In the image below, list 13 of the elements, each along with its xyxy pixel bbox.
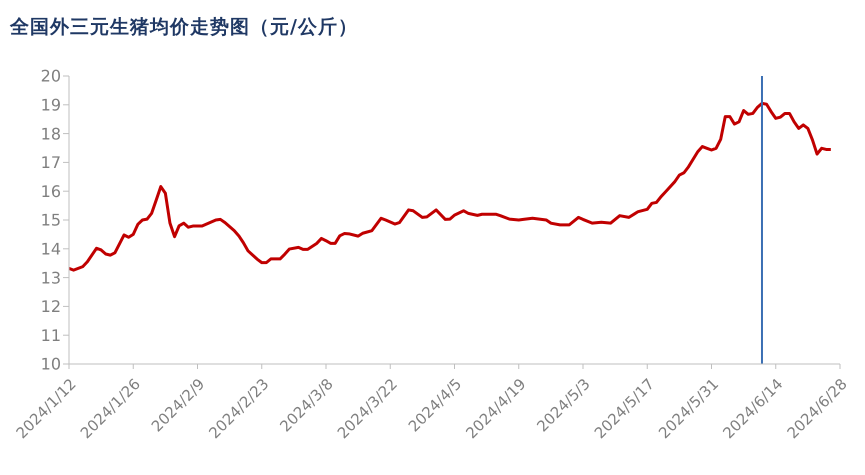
y-tick-label: 16 (40, 182, 61, 201)
y-tick-label: 11 (40, 326, 61, 345)
y-tick-label: 13 (40, 268, 61, 288)
y-tick-label: 19 (40, 95, 61, 114)
y-tick-label: 17 (40, 153, 61, 172)
y-tick-label: 15 (40, 210, 61, 230)
y-tick-label: 14 (40, 239, 61, 258)
y-tick-label: 20 (40, 66, 61, 86)
y-tick-label: 12 (40, 297, 61, 316)
line-series (69, 102, 832, 272)
y-tick-label: 10 (40, 354, 61, 374)
y-tick-label: 18 (40, 124, 61, 144)
chart-title: 全国外三元生猪均价走势图（元/公斤） (10, 15, 358, 40)
